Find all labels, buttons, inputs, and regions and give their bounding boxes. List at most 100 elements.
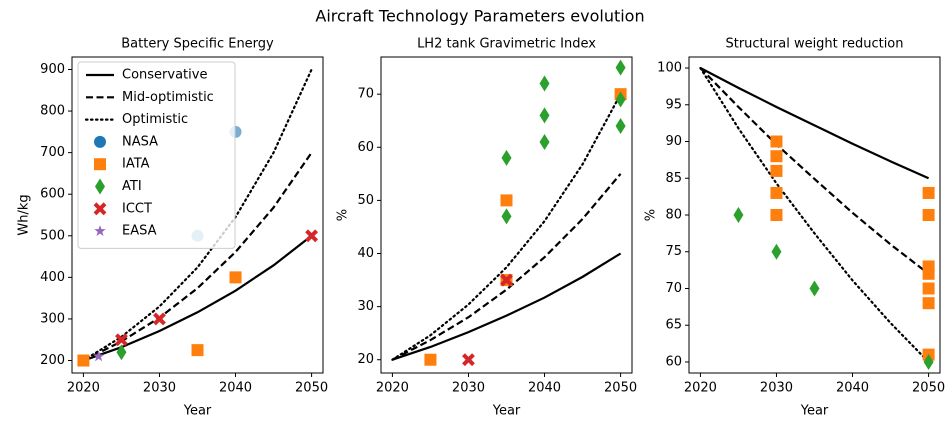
legend-label: ICCT — [122, 201, 152, 216]
marker-x — [115, 333, 128, 347]
y-tick-label: 80 — [665, 208, 682, 223]
y-tick-label: 100 — [657, 61, 682, 76]
x-tick-label: 2020 — [67, 381, 100, 396]
marker-diamond — [95, 178, 105, 195]
legend-label: Mid-optimistic — [122, 90, 214, 105]
marker-diamond — [615, 91, 626, 108]
x-tick-label: 2040 — [528, 381, 561, 396]
series-line — [391, 93, 622, 361]
y-axis-label: % — [336, 209, 351, 221]
marker-diamond — [923, 353, 934, 370]
marker-x — [462, 353, 475, 367]
legend-label: NASA — [122, 134, 158, 149]
x-tick-label: 2040 — [219, 381, 252, 396]
marker-diamond — [501, 208, 512, 225]
figure-title: Aircraft Technology Parameters evolution — [315, 7, 644, 26]
marker-square — [922, 209, 935, 221]
y-tick-label: 70 — [665, 281, 682, 296]
marker-x — [93, 202, 107, 216]
marker-square — [500, 194, 513, 207]
axes-frame — [688, 56, 941, 374]
y-tick-label: 300 — [40, 311, 65, 326]
y-tick-label: 90 — [665, 134, 682, 149]
marker-square — [770, 164, 783, 177]
marker-star — [94, 225, 106, 236]
marker-x — [500, 273, 513, 287]
series-line — [699, 67, 930, 275]
marker-square — [77, 354, 90, 367]
marker-square — [922, 282, 935, 295]
y-tick-label: 85 — [665, 171, 682, 186]
marker-square — [770, 150, 783, 163]
marker-x — [153, 312, 166, 326]
y-tick-label: 95 — [665, 97, 682, 112]
marker-circle — [94, 135, 106, 148]
marker-square — [424, 353, 437, 366]
y-tick-label: 70 — [357, 87, 374, 102]
marker-square — [922, 297, 935, 310]
y-axis-label: % — [644, 209, 659, 221]
x-tick-label: 2050 — [912, 381, 945, 396]
y-tick-label: 50 — [357, 193, 374, 208]
marker-diamond — [116, 344, 127, 361]
marker-square — [229, 271, 242, 284]
marker-square — [770, 209, 783, 221]
legend-label: ATI — [122, 179, 142, 194]
axes-frame — [71, 56, 324, 374]
legend-label: IATA — [122, 157, 150, 172]
y-tick-label: 65 — [665, 318, 682, 333]
legend-box — [77, 61, 236, 249]
axes-title: Structural weight reduction — [725, 37, 903, 52]
marker-square — [191, 344, 204, 357]
series-line — [82, 68, 313, 362]
x-tick-label: 2030 — [143, 381, 176, 396]
x-axis-label: Year — [492, 404, 521, 419]
marker-square — [922, 267, 935, 280]
legend-label: EASA — [122, 224, 157, 239]
x-tick-label: 2020 — [376, 381, 409, 396]
y-tick-label: 30 — [357, 299, 374, 314]
marker-x — [305, 229, 319, 243]
marker-star — [92, 350, 105, 362]
axes-title: Battery Specific Energy — [121, 37, 274, 52]
series-line — [392, 252, 622, 361]
x-axis-label: Year — [800, 404, 829, 419]
y-tick-label: 800 — [40, 104, 65, 119]
y-tick-label: 20 — [357, 352, 374, 367]
series-line — [699, 67, 930, 180]
marker-square — [770, 186, 783, 199]
x-tick-label: 2050 — [295, 381, 328, 396]
x-tick-label: 2030 — [760, 381, 793, 396]
marker-square — [770, 135, 783, 148]
marker-diamond — [539, 133, 550, 150]
marker-diamond — [539, 75, 550, 92]
marker-square — [94, 158, 106, 171]
y-tick-label: 400 — [40, 270, 65, 285]
marker-diamond — [501, 149, 512, 166]
marker-diamond — [615, 59, 626, 76]
series-line — [699, 66, 930, 364]
series-line — [391, 173, 622, 361]
marker-square — [922, 186, 935, 199]
x-tick-label: 2030 — [452, 381, 485, 396]
y-tick-label: 500 — [40, 228, 65, 243]
y-tick-label: 900 — [40, 62, 65, 77]
x-tick-label: 2050 — [604, 381, 637, 396]
y-tick-label: 600 — [40, 187, 65, 202]
y-tick-label: 60 — [357, 140, 374, 155]
y-tick-label: 40 — [357, 246, 374, 261]
y-tick-label: 700 — [40, 145, 65, 160]
marker-diamond — [771, 243, 782, 260]
axes-frame — [380, 56, 633, 374]
axes-title: LH2 tank Gravimetric Index — [417, 37, 596, 52]
x-axis-label: Year — [183, 404, 212, 419]
legend-label: Optimistic — [122, 112, 188, 127]
legend-label: Conservative — [122, 68, 207, 83]
x-tick-label: 2040 — [836, 381, 869, 396]
y-tick-label: 60 — [665, 354, 682, 369]
y-tick-label: 75 — [665, 244, 682, 259]
y-axis-label: Wh/kg — [17, 194, 32, 235]
marker-diamond — [733, 207, 744, 223]
marker-diamond — [809, 280, 820, 297]
